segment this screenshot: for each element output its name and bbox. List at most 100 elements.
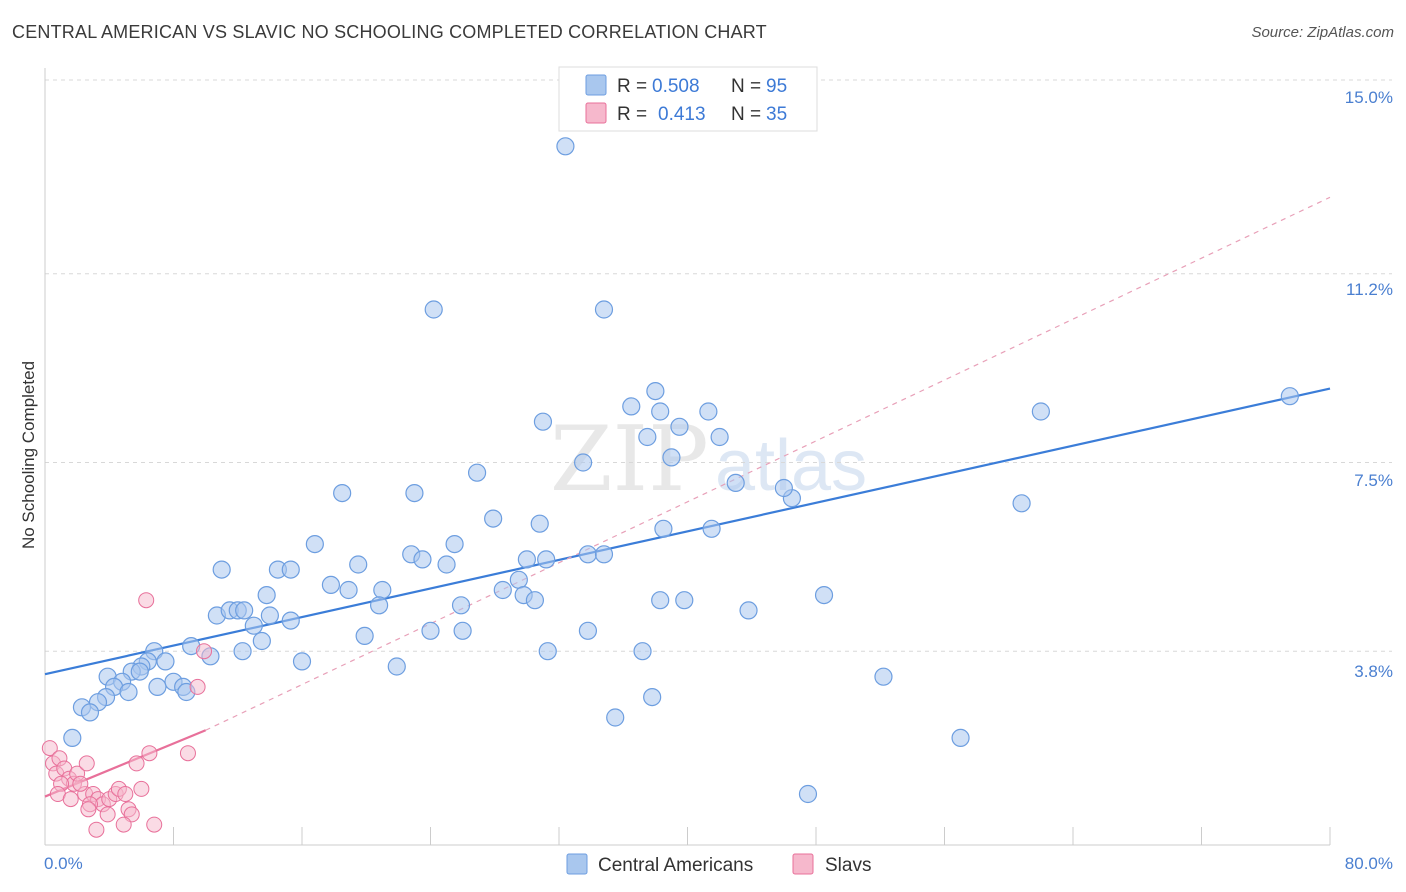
central-americans-point <box>651 402 670 421</box>
slavs-point <box>141 745 158 762</box>
slavs-point <box>72 775 89 792</box>
slavs-point <box>80 801 97 818</box>
central-americans-point <box>654 519 673 538</box>
slavs-points <box>41 592 213 838</box>
central-americans-point <box>517 550 536 569</box>
legend-n-label: N = <box>731 104 761 125</box>
central-americans-point <box>798 784 818 804</box>
central-americans-point <box>643 687 662 707</box>
y-tick-label: 3.8% <box>1354 662 1393 681</box>
central-americans-point <box>726 473 745 492</box>
central-americans-point <box>951 728 970 748</box>
central-americans-point <box>244 616 263 635</box>
slavs-point <box>41 740 58 757</box>
central-americans-point <box>638 427 657 447</box>
central-americans-point <box>281 611 300 630</box>
central-americans-point <box>437 555 456 574</box>
central-americans-point <box>646 382 665 401</box>
central-americans-point <box>339 580 358 600</box>
y-tick-label: 15.0% <box>1345 88 1393 107</box>
central-americans-point <box>156 652 175 671</box>
central-americans-point <box>413 550 432 569</box>
y-tick-label: 11.2% <box>1346 280 1393 299</box>
slavs-point <box>133 780 150 797</box>
central-americans-point <box>130 662 149 681</box>
central-americans-point <box>321 575 341 595</box>
slavs-point <box>146 816 163 833</box>
central-americans-point <box>63 728 82 748</box>
central-americans-point <box>594 545 614 564</box>
central-americans-point <box>281 560 300 579</box>
slavs-point <box>196 643 213 660</box>
bottom-legend-swatch-pink <box>792 853 814 875</box>
central-americans-point <box>633 642 652 661</box>
central-americans-point <box>493 580 512 600</box>
central-americans-point <box>80 703 100 722</box>
legend-r-label: R = <box>617 104 647 125</box>
central-americans-point <box>874 667 893 686</box>
central-americans-point <box>651 591 670 610</box>
central-americans-point <box>292 652 312 671</box>
central-americans-point <box>675 591 694 610</box>
legend-r-value: 0.413 <box>658 104 706 125</box>
central-americans-point <box>702 519 721 538</box>
central-americans-point <box>556 137 575 156</box>
central-americans-point <box>710 427 729 447</box>
central-americans-point <box>233 642 252 661</box>
slavs-point <box>115 816 132 833</box>
central-americans-point <box>445 534 464 554</box>
central-americans-point <box>537 550 556 569</box>
bottom-legend-central-americans: Central Americans <box>598 855 753 876</box>
central-americans-point <box>578 621 598 640</box>
bottom-legend-slavs: Slavs <box>825 855 871 876</box>
central-americans-point <box>373 580 392 600</box>
central-americans-point <box>387 657 406 676</box>
central-americans-point <box>424 300 443 319</box>
legend-n-label: N = <box>731 76 761 97</box>
central-americans-point <box>670 417 689 436</box>
central-americans-point <box>260 606 279 625</box>
central-americans-point <box>355 626 374 646</box>
central-americans-point <box>421 621 440 640</box>
central-americans-point <box>252 631 271 651</box>
slavs-point <box>78 755 95 772</box>
legend-swatch-blue <box>585 74 607 96</box>
central-americans-point <box>578 545 598 564</box>
central-americans-point <box>739 601 758 620</box>
central-americans-point <box>533 412 553 431</box>
central-americans-point <box>530 514 549 533</box>
central-americans-point <box>1031 402 1050 421</box>
central-americans-point <box>148 677 167 697</box>
central-americans-point <box>606 708 625 727</box>
slavs-point <box>88 821 105 838</box>
central-americans-point <box>467 463 487 482</box>
central-americans-point <box>538 642 557 661</box>
grid-lines <box>45 79 1392 652</box>
central-americans-point <box>525 591 545 610</box>
legend-r-value: 0.508 <box>652 76 700 97</box>
axes <box>44 68 1331 846</box>
slavs-point <box>128 755 145 772</box>
chart-source: Source: ZipAtlas.com <box>1251 24 1394 41</box>
slavs-point <box>138 592 155 609</box>
central-americans-point <box>305 534 324 554</box>
central-americans-point <box>119 682 138 702</box>
legend: R = 0.508 N = 95 R = 0.413 N = 35 <box>558 66 818 132</box>
central-americans-point <box>1012 494 1031 513</box>
slavs-point <box>179 745 196 762</box>
central-americans-point <box>405 484 424 503</box>
slavs-point <box>189 678 206 695</box>
central-americans-point <box>257 585 276 605</box>
central-americans-point <box>333 484 352 503</box>
slavs-point <box>99 806 116 823</box>
central-americans-point <box>235 601 254 620</box>
central-americans-point <box>212 560 231 579</box>
central-americans-points <box>63 137 1299 804</box>
slavs-point <box>117 786 134 802</box>
central-americans-point <box>451 596 471 615</box>
bottom-legend: Central Americans Slavs <box>566 853 871 876</box>
central-americans-point <box>594 300 614 319</box>
x-tick-label: 0.0% <box>44 854 83 873</box>
central-americans-point <box>622 397 641 416</box>
